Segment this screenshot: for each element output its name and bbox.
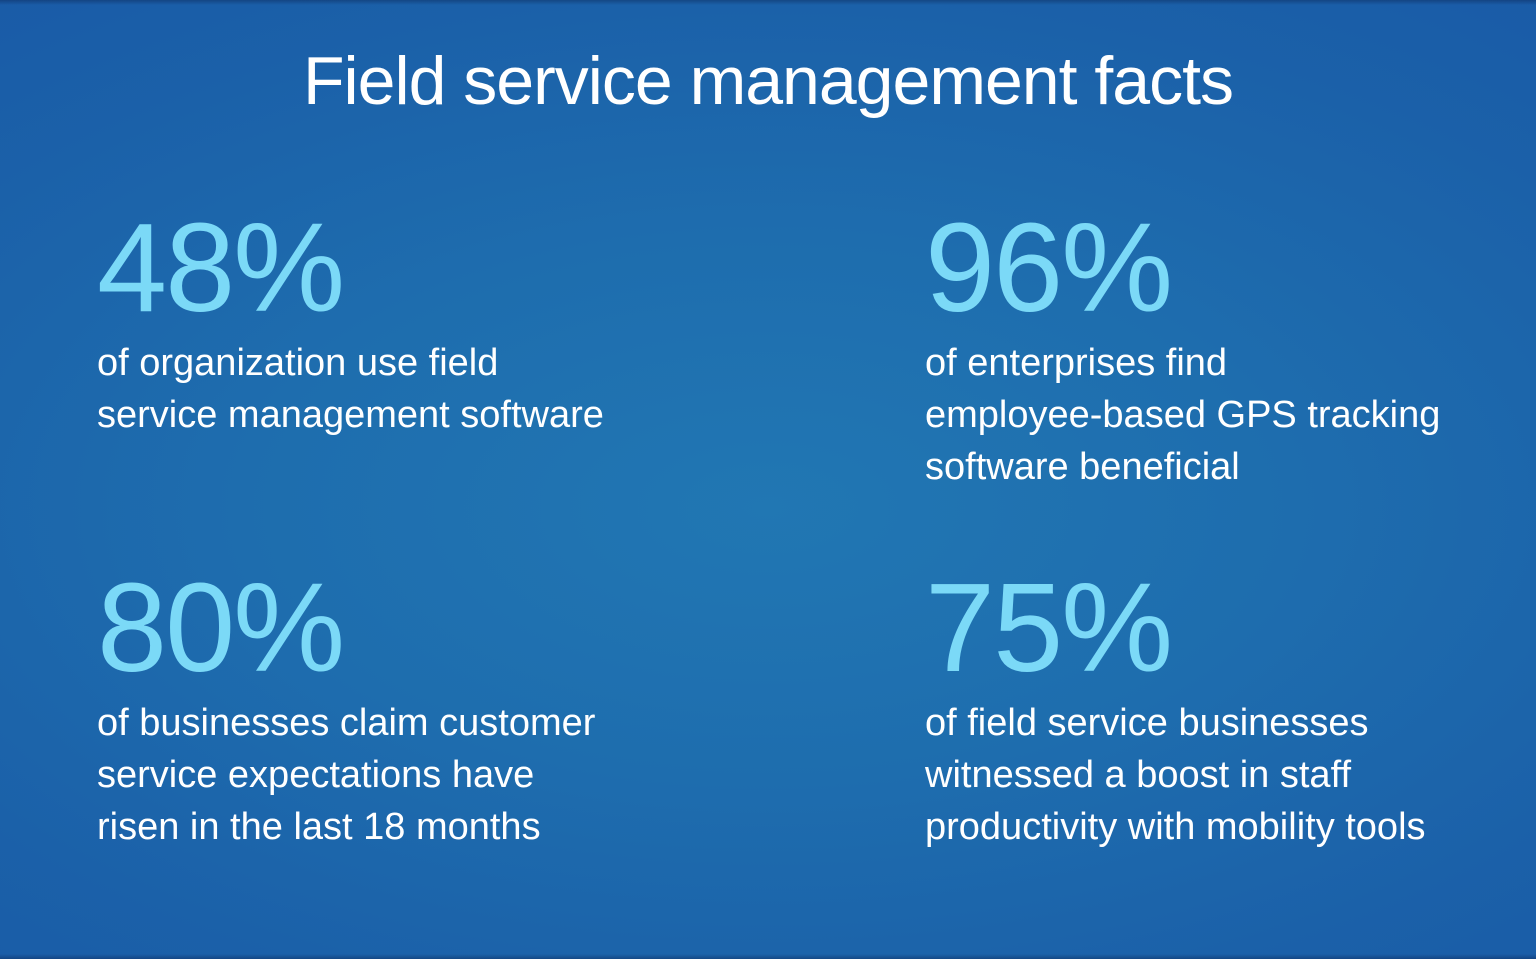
- stat-description-75-percent: of field service businesses witnessed a …: [925, 702, 1426, 849]
- stat-card-customer-expectations: 80% of businesses claim customer service…: [97, 565, 737, 853]
- stat-description-48-percent: of organization use field service manage…: [97, 342, 604, 437]
- stat-value-48-percent: 48%: [97, 197, 345, 338]
- stat-card-field-software-usage: 48% of organization use field service ma…: [97, 205, 737, 441]
- stat-value-80-percent: 80%: [97, 557, 345, 698]
- stat-description-96-percent: of enterprises find employee-based GPS t…: [925, 342, 1441, 489]
- stat-card-gps-tracking: 96% of enterprises find employee-based G…: [925, 205, 1500, 493]
- stat-card-staff-productivity: 75% of field service businesses witnesse…: [925, 565, 1515, 853]
- stat-value-75-percent: 75%: [925, 557, 1173, 698]
- slide-title: Field service management facts: [303, 43, 1234, 119]
- stat-description-80-percent: of businesses claim customer service exp…: [97, 702, 596, 849]
- stat-value-96-percent: 96%: [925, 197, 1173, 338]
